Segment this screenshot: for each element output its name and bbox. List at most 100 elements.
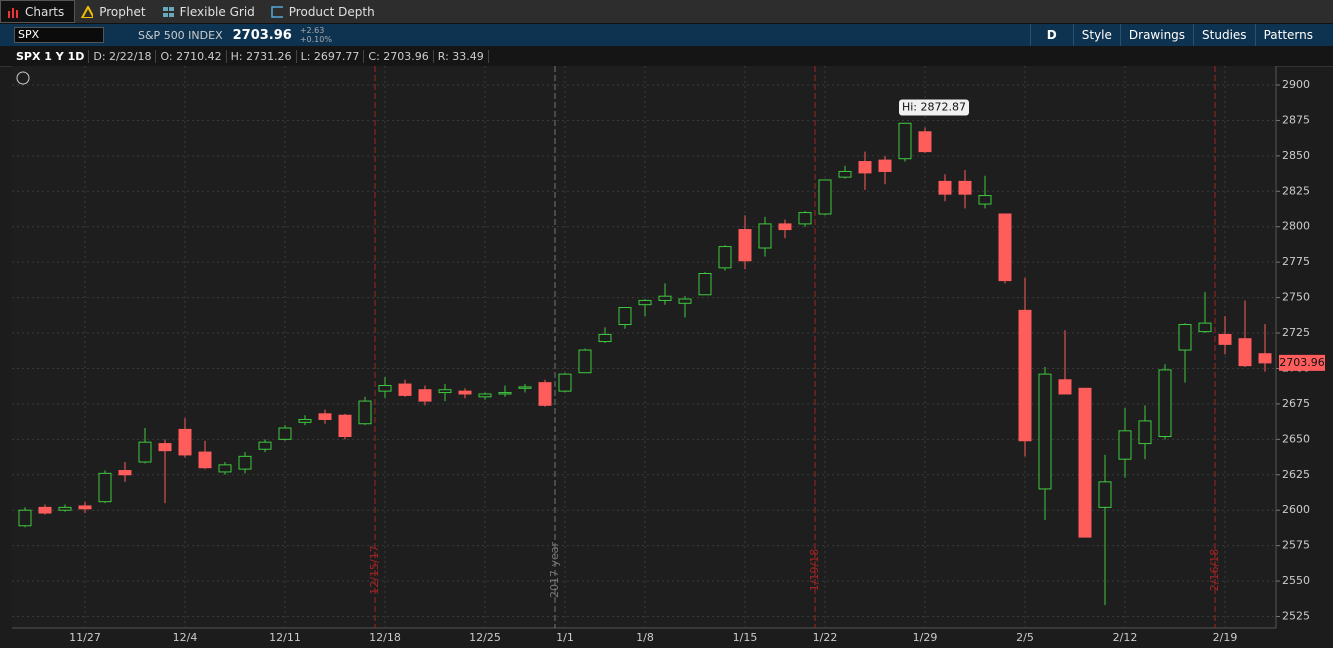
alert-icon [16,71,30,85]
tab-label: Prophet [99,4,146,19]
candle-body [718,246,732,269]
candle-body [218,464,232,473]
candle-body [18,509,32,527]
candle-body [118,470,132,476]
candle-body [318,413,332,420]
x-tick-label: 2/19 [1213,631,1238,644]
candle-body [1058,379,1072,395]
marker-label: 1/19/18 [808,549,821,591]
symbol-input[interactable]: SPX [14,27,104,43]
candle-body [298,418,312,423]
y-tick-label: 2600 [1282,503,1310,516]
price-tag [1279,354,1325,371]
y-tick-label: 2900 [1282,78,1310,91]
candle-body [958,180,972,195]
candle-body [818,179,832,215]
tab[interactable]: Prophet [75,0,155,23]
info-field: O: 2710.42 [156,49,227,63]
candle-body [178,428,192,456]
studies-button[interactable]: Studies [1193,24,1255,46]
change-value: +2.63 [299,26,325,35]
candle-body [38,506,52,514]
x-tick-label: 2/5 [1016,631,1034,644]
style-button[interactable]: Style [1072,24,1120,46]
change: +2.63 +0.10% [300,26,332,44]
tab[interactable]: Flexible Grid [156,0,265,23]
candle-body [598,333,612,343]
x-tick-label: 1/29 [913,631,938,644]
candle-body [498,392,512,395]
description: S&P 500 INDEX [138,28,223,42]
info-field: C: 2703.96 [364,49,434,63]
candle-body [258,441,272,450]
candle-body [1198,322,1212,333]
x-tick-label: 12/4 [173,631,198,644]
button-label: Studies [1202,28,1247,42]
info-field: H: 2731.26 [227,49,297,63]
y-tick-label: 2725 [1282,326,1310,339]
change-percent: +0.10% [299,35,332,44]
candle-body [738,229,752,262]
x-tick-label: 1/1 [556,631,574,644]
candle-body [618,307,632,326]
candle-body [138,441,152,463]
period-button[interactable]: D [1029,24,1073,46]
patterns-button[interactable]: Patterns [1254,24,1321,46]
annotation: Hi: 2872.87 [902,100,966,113]
candle-body [418,389,432,402]
tab[interactable]: Charts [0,0,76,23]
button-label: Patterns [1263,28,1313,42]
tab-label: Product Depth [288,4,375,19]
tab[interactable]: Product Depth [265,0,385,23]
candle-body [378,384,392,392]
toolbar: SPX S&P 500 INDEX 2703.96 +2.63 +0.10% D … [0,24,1333,46]
drawings-button[interactable]: Drawings [1119,24,1193,46]
y-tick-label: 2750 [1282,291,1310,304]
candle-body [658,295,672,301]
candle-body [998,213,1012,282]
annotation-box [899,99,969,116]
candle-body [1218,333,1232,345]
candle-body [1158,369,1172,437]
candle-body [198,451,212,469]
info-field: L: 2697.77 [297,49,365,63]
x-tick-label: 1/22 [813,631,838,644]
candle-body [878,159,892,172]
x-tick-label: 2/12 [1113,631,1138,644]
period: D [1046,28,1057,42]
y-tick-label: 2625 [1282,468,1310,481]
candle-body [1038,373,1052,490]
marker-label: 2017 year [548,542,561,599]
candle-body [838,170,852,178]
y-tick-label: 2775 [1282,255,1310,268]
candle-body [678,298,692,304]
icon [8,7,18,18]
info-field: D: 2/22/18 [89,49,157,63]
icon [162,6,174,17]
x-tick-label: 12/18 [369,631,401,644]
marker-label: 12/15/17 [368,545,381,594]
candle-body [1078,387,1092,538]
candle-body [918,131,932,153]
button-label: Style [1081,28,1112,42]
candle-body [758,223,772,249]
price-tag-label: 2703.96 [1279,356,1325,369]
last-price: 2703.96 [232,27,292,43]
candle-body [398,383,412,396]
y-tick-label: 2875 [1282,113,1310,126]
candle-body [278,427,292,440]
chart-title: SPX 1 Y 1D [12,49,90,63]
symbol: SPX [18,28,40,41]
candle-body [1178,324,1192,351]
candle-body [1258,353,1272,364]
y-tick-label: 2825 [1282,184,1310,197]
candle-body [538,382,552,406]
candle-body [1118,430,1132,460]
candle-body [518,386,532,389]
candle-body [338,414,352,437]
candle-body [238,455,252,470]
candle-body [698,273,712,296]
info-field: R: 33.49 [434,49,489,63]
